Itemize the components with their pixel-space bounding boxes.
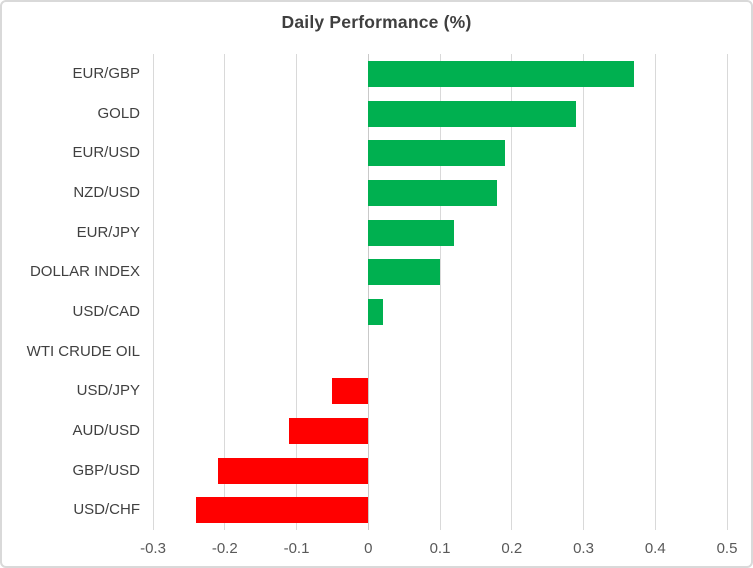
- category-label: DOLLAR INDEX: [29, 263, 140, 281]
- tick-label: -0.3: [140, 540, 166, 557]
- category-label: USD/CAD: [72, 303, 140, 320]
- gridline: [511, 54, 513, 530]
- gridline: [583, 54, 584, 530]
- tick-label: 0.4: [644, 540, 666, 557]
- gridline: [296, 54, 297, 530]
- tick-label: -0.2: [211, 540, 238, 557]
- gridline: [152, 54, 154, 530]
- bar-usd-cad: [368, 298, 383, 325]
- gridline: [224, 54, 226, 530]
- tick-label: 0: [364, 540, 373, 557]
- gridline: [439, 54, 441, 530]
- gridline: [726, 54, 728, 530]
- bar-gbp-usd: [217, 457, 369, 484]
- category-axis-labels: EUR/GBP GOLD EUR/USD NZD/USD EUR/JPY DOLLAR I…: [2, 54, 140, 530]
- tick-label: 0.5: [716, 540, 738, 557]
- tick-label: -0.1: [283, 540, 310, 557]
- category-label: NZD/USD: [73, 184, 140, 201]
- bar-aud-usd: [289, 417, 369, 444]
- category-label: USD/CHF: [73, 501, 140, 519]
- category-label: USD/JPY: [76, 382, 140, 400]
- tick-label: 0.1: [429, 540, 451, 557]
- category-label: AUD/USD: [72, 422, 140, 439]
- category-label: WTI CRUDE OIL: [26, 342, 140, 360]
- category-label: EUR/GBP: [72, 65, 140, 82]
- category-label: GBP/USD: [72, 461, 140, 479]
- category-label: EUR/JPY: [76, 223, 140, 241]
- bar-nzd-usd: [368, 179, 498, 206]
- gridline: [654, 54, 656, 530]
- bar-eur-jpy: [368, 219, 455, 246]
- chart-title: Daily Performance (%): [281, 12, 472, 32]
- bar-usd-chf: [196, 497, 369, 524]
- bar-eur-usd: [368, 140, 505, 167]
- category-label: EUR/USD: [72, 144, 140, 162]
- zero-gridline: [367, 54, 369, 530]
- plot-area: [152, 54, 728, 530]
- tick-label: 0.3: [573, 540, 594, 557]
- category-label: GOLD: [97, 104, 140, 122]
- bar-gold: [368, 100, 577, 127]
- bar-dollar-index: [368, 259, 440, 286]
- tick-label: 0.2: [501, 540, 523, 557]
- value-axis-labels: -0.3 -0.2 -0.1 0 0.1 0.2 0.3 0.4 0.5: [140, 540, 737, 562]
- bar-eur-gbp: [368, 60, 634, 87]
- bar-usd-jpy: [332, 378, 369, 405]
